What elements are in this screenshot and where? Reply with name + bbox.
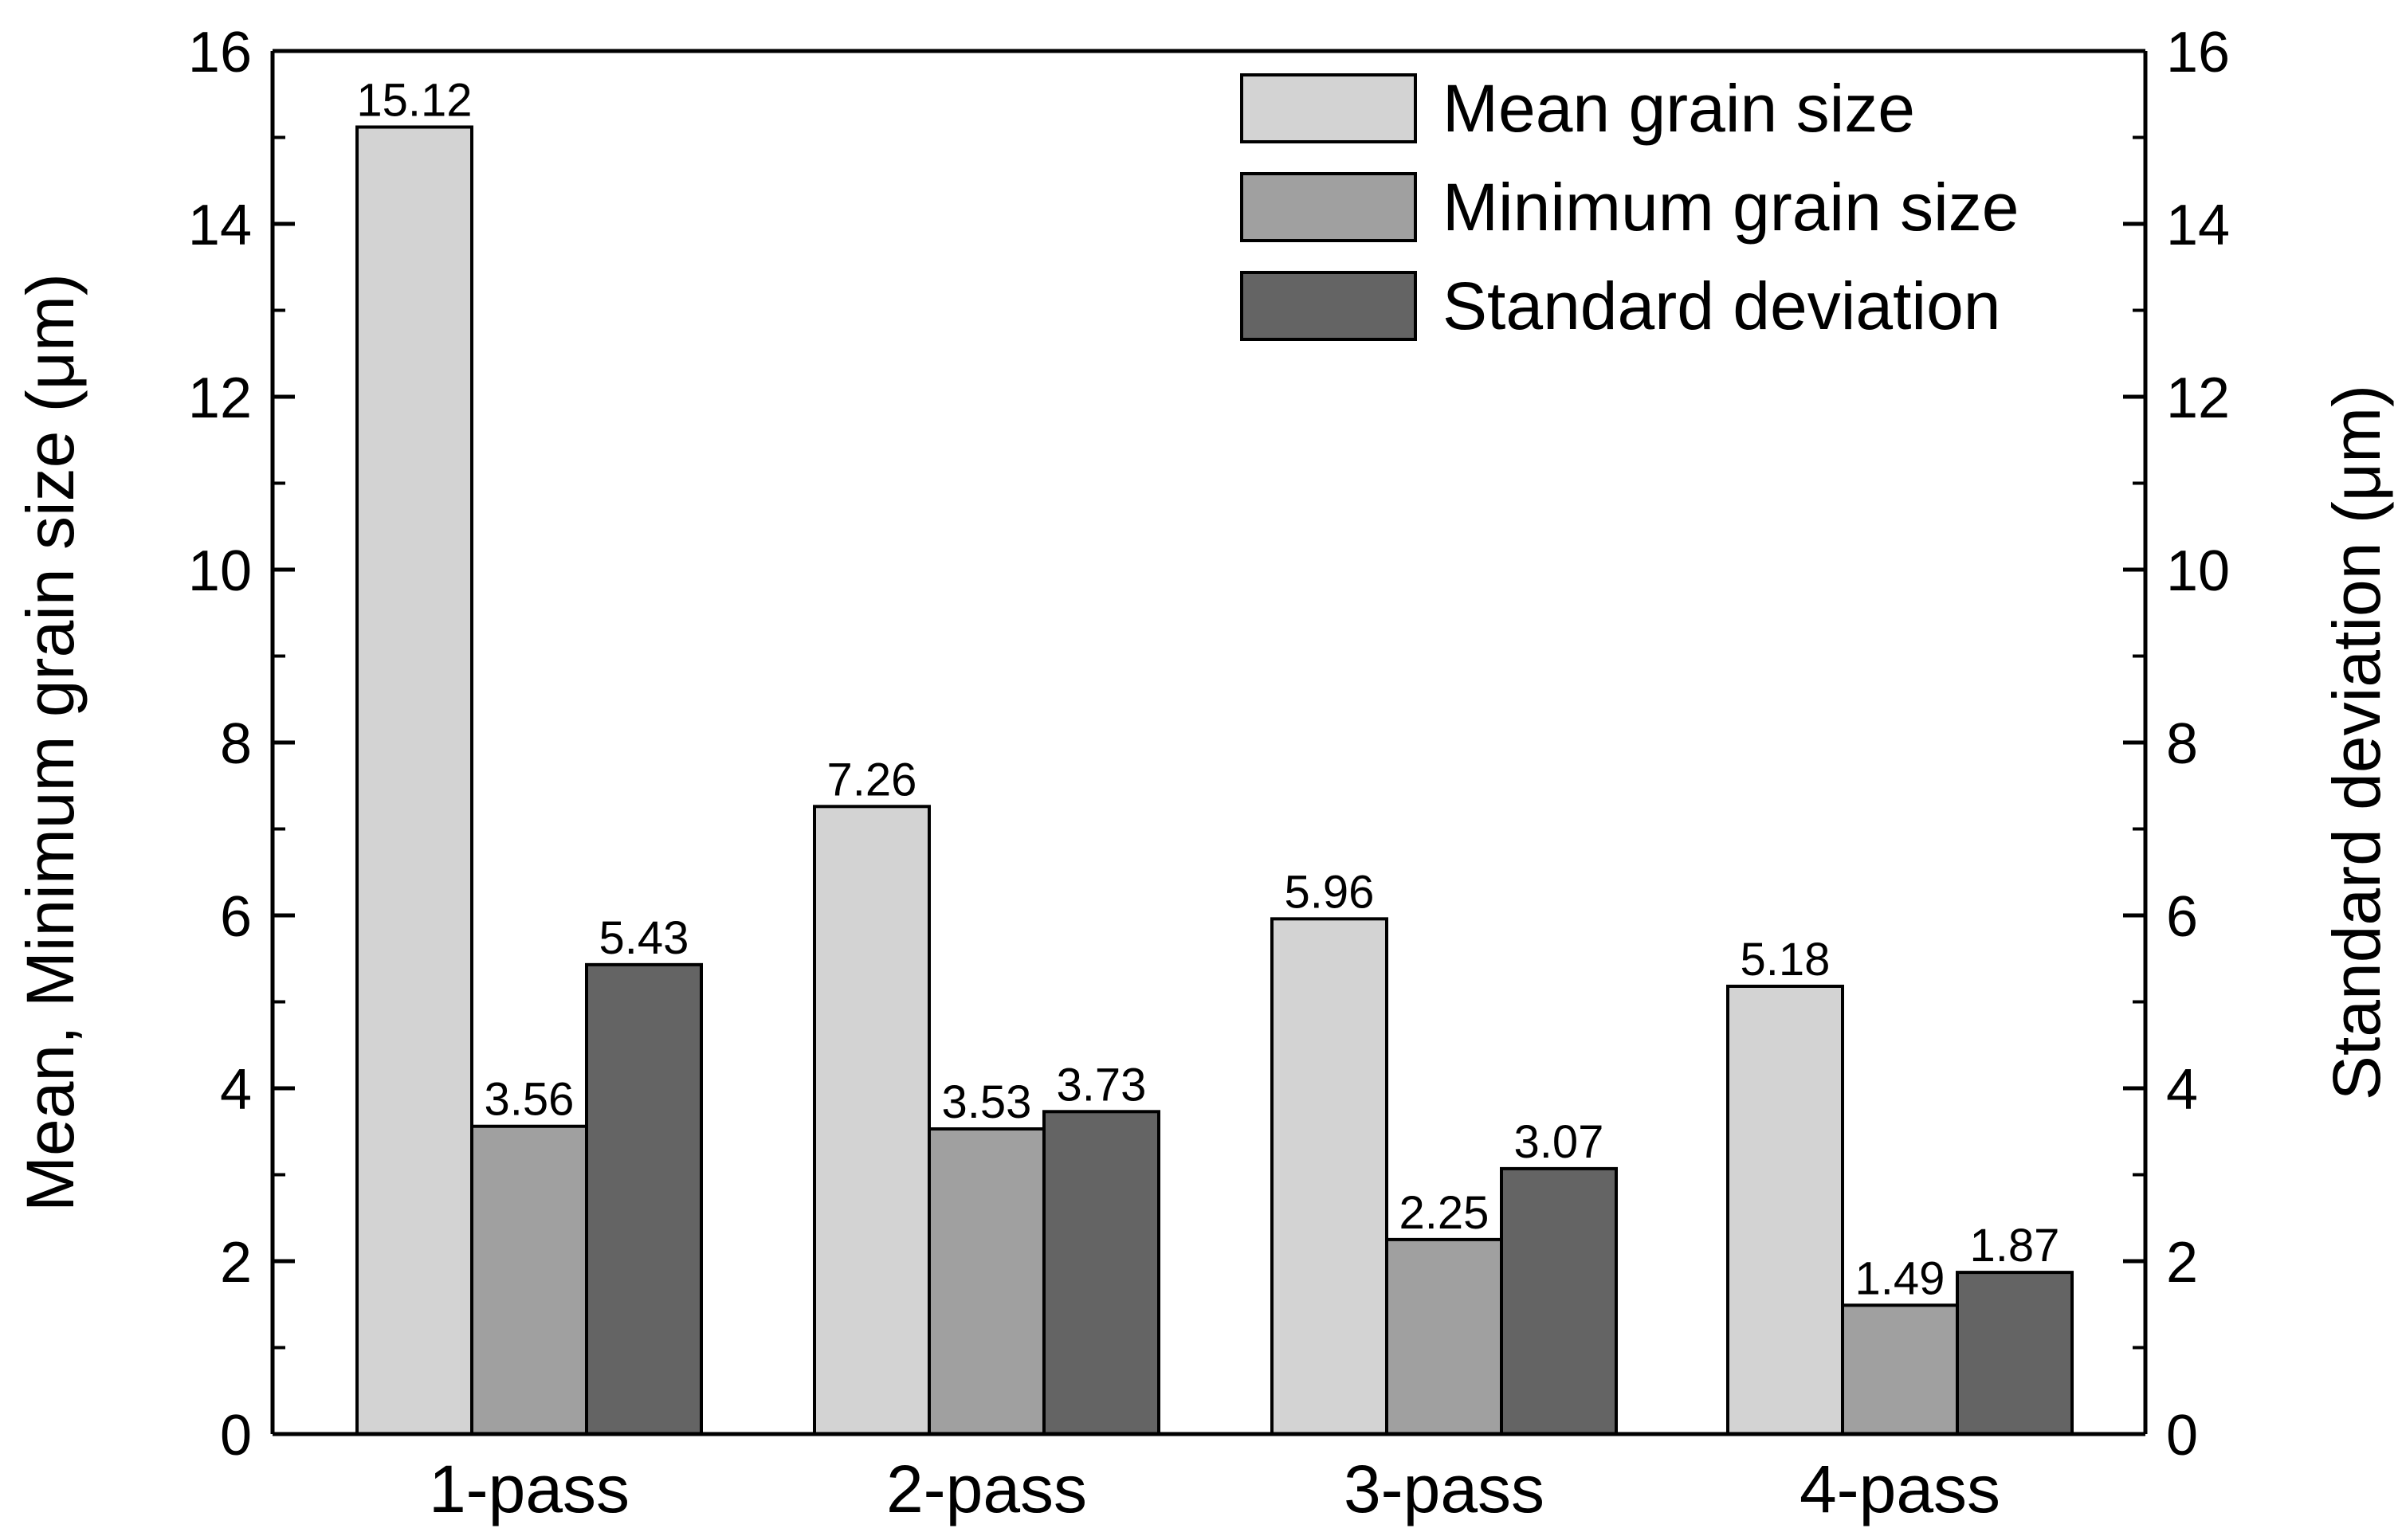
x-tick-label-2-pass: 2-pass bbox=[886, 1452, 1087, 1526]
legend: Mean grain size Minimum grain size Standar… bbox=[1240, 71, 2019, 343]
bar-4-pass-minimum-grain-size bbox=[1841, 1303, 1959, 1436]
bar-1-pass-minimum-grain-size bbox=[470, 1124, 588, 1436]
bar-4-pass-standard-deviation bbox=[1956, 1271, 2074, 1436]
bar-3-pass-standard-deviation bbox=[1500, 1166, 1618, 1436]
left-y-tick-label: 4 bbox=[220, 1058, 252, 1122]
data-label-1-pass-1: 15.12 bbox=[356, 74, 472, 126]
left-y-tick-label: 12 bbox=[188, 366, 252, 430]
bar-3-pass-mean-grain-size bbox=[1270, 917, 1388, 1436]
bars-group bbox=[355, 125, 2074, 1436]
left-y-tick-label: 8 bbox=[220, 712, 252, 776]
right-y-tick-label: 16 bbox=[2166, 21, 2230, 84]
bar-2-pass-mean-grain-size bbox=[813, 805, 931, 1436]
data-label-1-pass-2: 3.56 bbox=[485, 1074, 575, 1126]
data-label-2-pass-2: 3.53 bbox=[942, 1076, 1032, 1128]
legend-swatch-standard-deviation bbox=[1240, 271, 1417, 341]
right-y-tick-label: 8 bbox=[2166, 712, 2198, 776]
legend-swatch-minimum-grain-size bbox=[1240, 172, 1417, 242]
data-label-4-pass-1: 5.18 bbox=[1741, 934, 1831, 986]
y-axis-title-right: Standard deviation (μm) bbox=[2319, 385, 2394, 1100]
left-y-tick-label: 14 bbox=[188, 194, 252, 257]
right-y-tick-label: 12 bbox=[2166, 366, 2230, 430]
bar-2-pass-minimum-grain-size bbox=[928, 1127, 1046, 1436]
data-label-3-pass-2: 2.25 bbox=[1399, 1187, 1489, 1239]
data-labels-group: 15.12 3.56 5.43 7.26 3.53 3.73 5.96 2.25 3.07 5.1… bbox=[356, 74, 2059, 1304]
y-axis-title-left: Mean, Minimum grain size (μm) bbox=[13, 273, 88, 1212]
right-y-tick-label: 6 bbox=[2166, 885, 2198, 949]
legend-label-minimum-grain-size: Minimum grain size bbox=[1442, 170, 2019, 245]
bar-1-pass-mean-grain-size bbox=[355, 125, 473, 1436]
data-label-1-pass-3: 5.43 bbox=[599, 912, 689, 964]
left-y-tick-label: 6 bbox=[220, 885, 252, 949]
x-tick-label-4-pass: 4-pass bbox=[1800, 1452, 2000, 1526]
data-label-4-pass-3: 1.87 bbox=[1970, 1220, 2060, 1272]
data-label-3-pass-1: 5.96 bbox=[1285, 866, 1375, 918]
bar-3-pass-minimum-grain-size bbox=[1385, 1237, 1503, 1436]
left-y-tick-label: 16 bbox=[188, 21, 252, 84]
right-y-tick-label: 14 bbox=[2166, 194, 2230, 257]
right-y-tick-label: 10 bbox=[2166, 539, 2230, 603]
left-y-tick-label: 10 bbox=[188, 539, 252, 603]
data-label-2-pass-1: 7.26 bbox=[827, 754, 917, 805]
x-tick-label-1-pass: 1-pass bbox=[429, 1452, 630, 1526]
right-y-tick-label: 0 bbox=[2166, 1404, 2198, 1468]
left-y-tick-label: 0 bbox=[220, 1404, 252, 1468]
data-label-4-pass-2: 1.49 bbox=[1855, 1252, 1945, 1304]
right-y-tick-label: 4 bbox=[2166, 1058, 2198, 1122]
bar-1-pass-standard-deviation bbox=[585, 962, 703, 1436]
bar-2-pass-standard-deviation bbox=[1042, 1110, 1160, 1436]
data-label-3-pass-3: 3.07 bbox=[1514, 1116, 1604, 1168]
left-y-tick-label: 2 bbox=[220, 1231, 252, 1295]
right-y-tick-label: 2 bbox=[2166, 1231, 2198, 1295]
data-label-2-pass-3: 3.73 bbox=[1057, 1059, 1147, 1111]
bar-4-pass-mean-grain-size bbox=[1726, 984, 1844, 1436]
legend-label-mean-grain-size: Mean grain size bbox=[1442, 71, 1915, 146]
axes-group: 1-pass 2-pass 3-pass 4-pass 0 0 2 2 4 4 6 6 8 8 10 10 12… bbox=[13, 21, 2394, 1526]
legend-label-standard-deviation: Standard deviation bbox=[1442, 268, 2001, 343]
legend-swatch-mean-grain-size bbox=[1240, 73, 1417, 143]
x-tick-label-3-pass: 3-pass bbox=[1344, 1452, 1544, 1526]
